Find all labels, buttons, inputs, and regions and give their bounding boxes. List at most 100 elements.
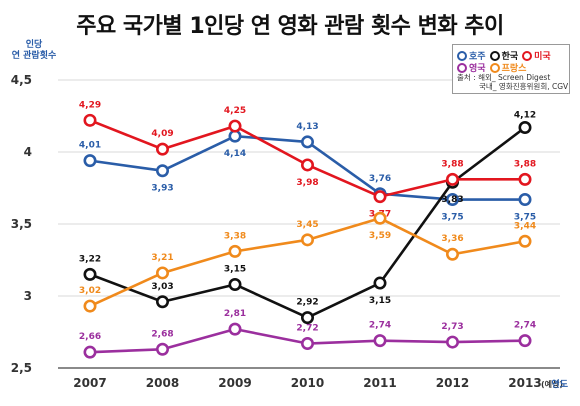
data-point-s1-3 <box>300 311 314 325</box>
data-point-s3-2 <box>228 322 242 336</box>
data-point-s3-4 <box>373 334 387 348</box>
x-tick-note-2013: (예상) <box>541 379 563 389</box>
legend-row-1: 호주 한국 미국 <box>457 49 555 62</box>
data-point-s3-5 <box>445 335 459 349</box>
legend-item-australia: 호주 <box>457 49 486 62</box>
data-label-s2-0: 4,29 <box>79 100 101 110</box>
data-point-s2-5 <box>445 172 459 186</box>
data-label-s1-0: 3,22 <box>79 254 101 264</box>
data-label-s3-4: 2,74 <box>369 321 391 331</box>
data-label-s2-5: 3,88 <box>441 159 463 169</box>
data-point-s4-5 <box>445 247 459 261</box>
legend-marker-australia <box>457 50 467 61</box>
legend-label-australia: 호주 <box>469 52 486 62</box>
data-point-s1-0 <box>83 267 97 281</box>
data-label-s2-6: 3,88 <box>514 159 536 169</box>
data-label-s3-3: 2,72 <box>296 324 318 334</box>
data-point-s4-6 <box>518 234 532 248</box>
data-point-s0-5 <box>445 193 459 207</box>
data-label-s4-6: 3,44 <box>514 221 536 231</box>
data-label-s1-4: 3,15 <box>369 296 391 306</box>
data-label-s1-1: 3,03 <box>151 282 173 292</box>
legend-label-korea: 한국 <box>501 52 519 62</box>
y-tick-label-1: 3 <box>24 289 32 303</box>
y-tick-label-4: 4,5 <box>11 73 32 87</box>
data-label-s4-0: 3,02 <box>79 286 101 296</box>
legend-item-usa: 미국 <box>522 49 551 62</box>
data-point-s1-2 <box>228 277 242 291</box>
legend-row-2: 영국 프랑스 <box>457 61 530 74</box>
data-label-s0-3: 4,13 <box>296 122 318 132</box>
legend-source: 출처 : 해외_ Screen Digest 국내_ 영화진흥위원회, CGV <box>457 73 568 91</box>
legend-label-usa: 미국 <box>534 52 551 62</box>
data-point-s4-4 <box>373 211 387 225</box>
legend-label-uk: 영국 <box>469 64 486 74</box>
data-point-s4-2 <box>228 244 242 258</box>
y-axis-label: 인당 연 관람횟수 <box>8 40 60 62</box>
x-tick-label-2013: 2013 <box>508 376 541 390</box>
data-label-s1-3: 2,92 <box>296 298 318 308</box>
x-tick-label-2012: 2012 <box>436 376 469 390</box>
data-label-s0-0: 4,01 <box>79 141 101 151</box>
data-point-s3-3 <box>300 337 314 351</box>
y-axis-label-line-1: 인당 <box>25 40 43 50</box>
legend: 호주 한국 미국 영국 프랑스 출처 : 해외_ Screen Digest 국… <box>452 44 570 94</box>
data-point-s2-2 <box>228 119 242 133</box>
data-label-s1-2: 3,15 <box>224 264 246 274</box>
data-label-s1-6: 4,12 <box>514 111 536 121</box>
data-label-s2-3: 3,98 <box>296 178 318 188</box>
chart-title: 주요 국가별 1인당 연 영화 관람 횟수 변화 추이 <box>76 14 504 39</box>
data-point-s3-1 <box>156 342 170 356</box>
data-label-s0-6: 3,75 <box>514 213 536 223</box>
data-point-s0-1 <box>156 164 170 178</box>
data-label-s0-4: 3,76 <box>369 174 391 184</box>
x-tick-label-2007: 2007 <box>73 376 106 390</box>
legend-item-korea: 한국 <box>489 49 519 62</box>
data-point-s2-3 <box>300 158 314 172</box>
data-label-s0-2: 4,14 <box>224 149 246 159</box>
x-tick-label-2008: 2008 <box>146 376 179 390</box>
data-point-s2-0 <box>83 113 97 127</box>
data-point-s2-4 <box>373 190 387 204</box>
data-point-s2-1 <box>156 142 170 156</box>
legend-label-france: 프랑스 <box>501 64 527 74</box>
legend-item-uk: 영국 <box>457 61 486 74</box>
legend-marker-usa <box>522 50 533 61</box>
data-point-s4-3 <box>300 233 314 247</box>
data-point-s1-6 <box>518 121 532 135</box>
y-tick-label-3: 4 <box>24 145 32 159</box>
legend-marker-france <box>489 62 500 73</box>
x-tick-label-2011: 2011 <box>363 376 396 390</box>
data-label-s3-1: 2,68 <box>151 329 173 339</box>
legend-source-line-2: 국내_ 영화진흥위원회, CGV <box>479 82 569 91</box>
data-point-s3-6 <box>518 334 532 348</box>
data-point-s4-0 <box>83 299 97 313</box>
data-label-s4-4: 3,59 <box>369 231 391 241</box>
legend-item-france: 프랑스 <box>489 61 527 74</box>
data-point-s0-6 <box>518 193 532 207</box>
data-point-s3-0 <box>83 345 97 359</box>
data-label-s2-1: 4,09 <box>151 129 173 139</box>
data-point-s0-0 <box>83 154 97 168</box>
data-label-s4-5: 3,36 <box>441 234 463 244</box>
data-label-s4-1: 3,21 <box>151 253 173 263</box>
data-point-s1-1 <box>156 295 170 309</box>
data-label-s4-3: 3,45 <box>296 220 318 230</box>
data-point-s2-6 <box>518 172 532 186</box>
y-tick-label-0: 2,5 <box>11 361 32 375</box>
legend-source-line-1: 출처 : 해외_ Screen Digest <box>457 73 551 82</box>
data-point-s4-1 <box>156 266 170 280</box>
legend-marker-uk <box>457 62 467 73</box>
data-label-s3-6: 2,74 <box>514 321 536 331</box>
x-tick-label-2010: 2010 <box>291 376 324 390</box>
data-label-s0-5: 3,75 <box>441 213 463 223</box>
data-label-s1-5: 3,83 <box>441 195 463 205</box>
data-label-s0-1: 3,93 <box>151 184 173 194</box>
data-label-s2-2: 4,25 <box>224 106 246 116</box>
data-point-s0-3 <box>300 135 314 149</box>
data-label-s4-2: 3,38 <box>224 231 246 241</box>
data-label-s3-2: 2,81 <box>224 309 246 319</box>
legend-marker-korea <box>489 50 500 61</box>
y-axis-label-line-2: 연 관람횟수 <box>11 51 57 61</box>
x-tick-label-2009: 2009 <box>218 376 251 390</box>
